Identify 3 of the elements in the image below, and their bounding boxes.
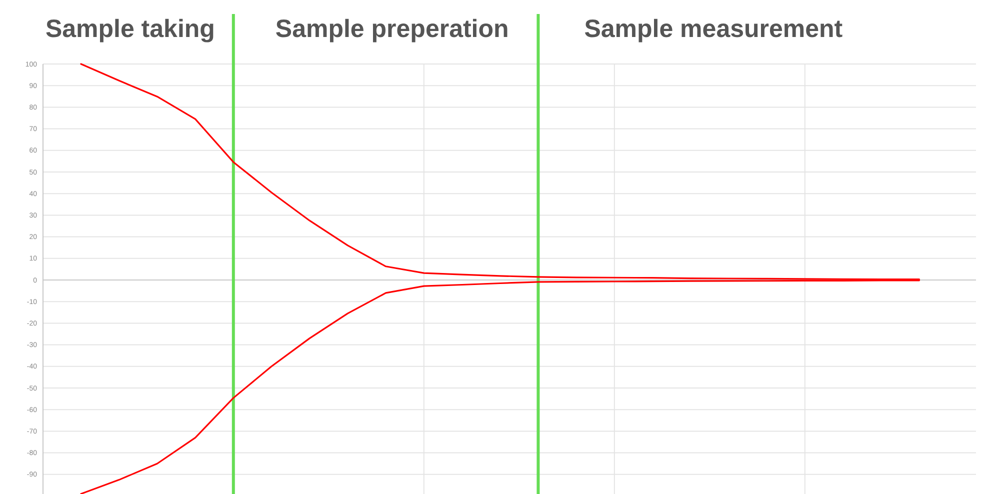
text: Sample measurement <box>584 15 844 43</box>
text: Sample taking <box>45 15 215 43</box>
text: Sample preperation <box>275 15 509 43</box>
